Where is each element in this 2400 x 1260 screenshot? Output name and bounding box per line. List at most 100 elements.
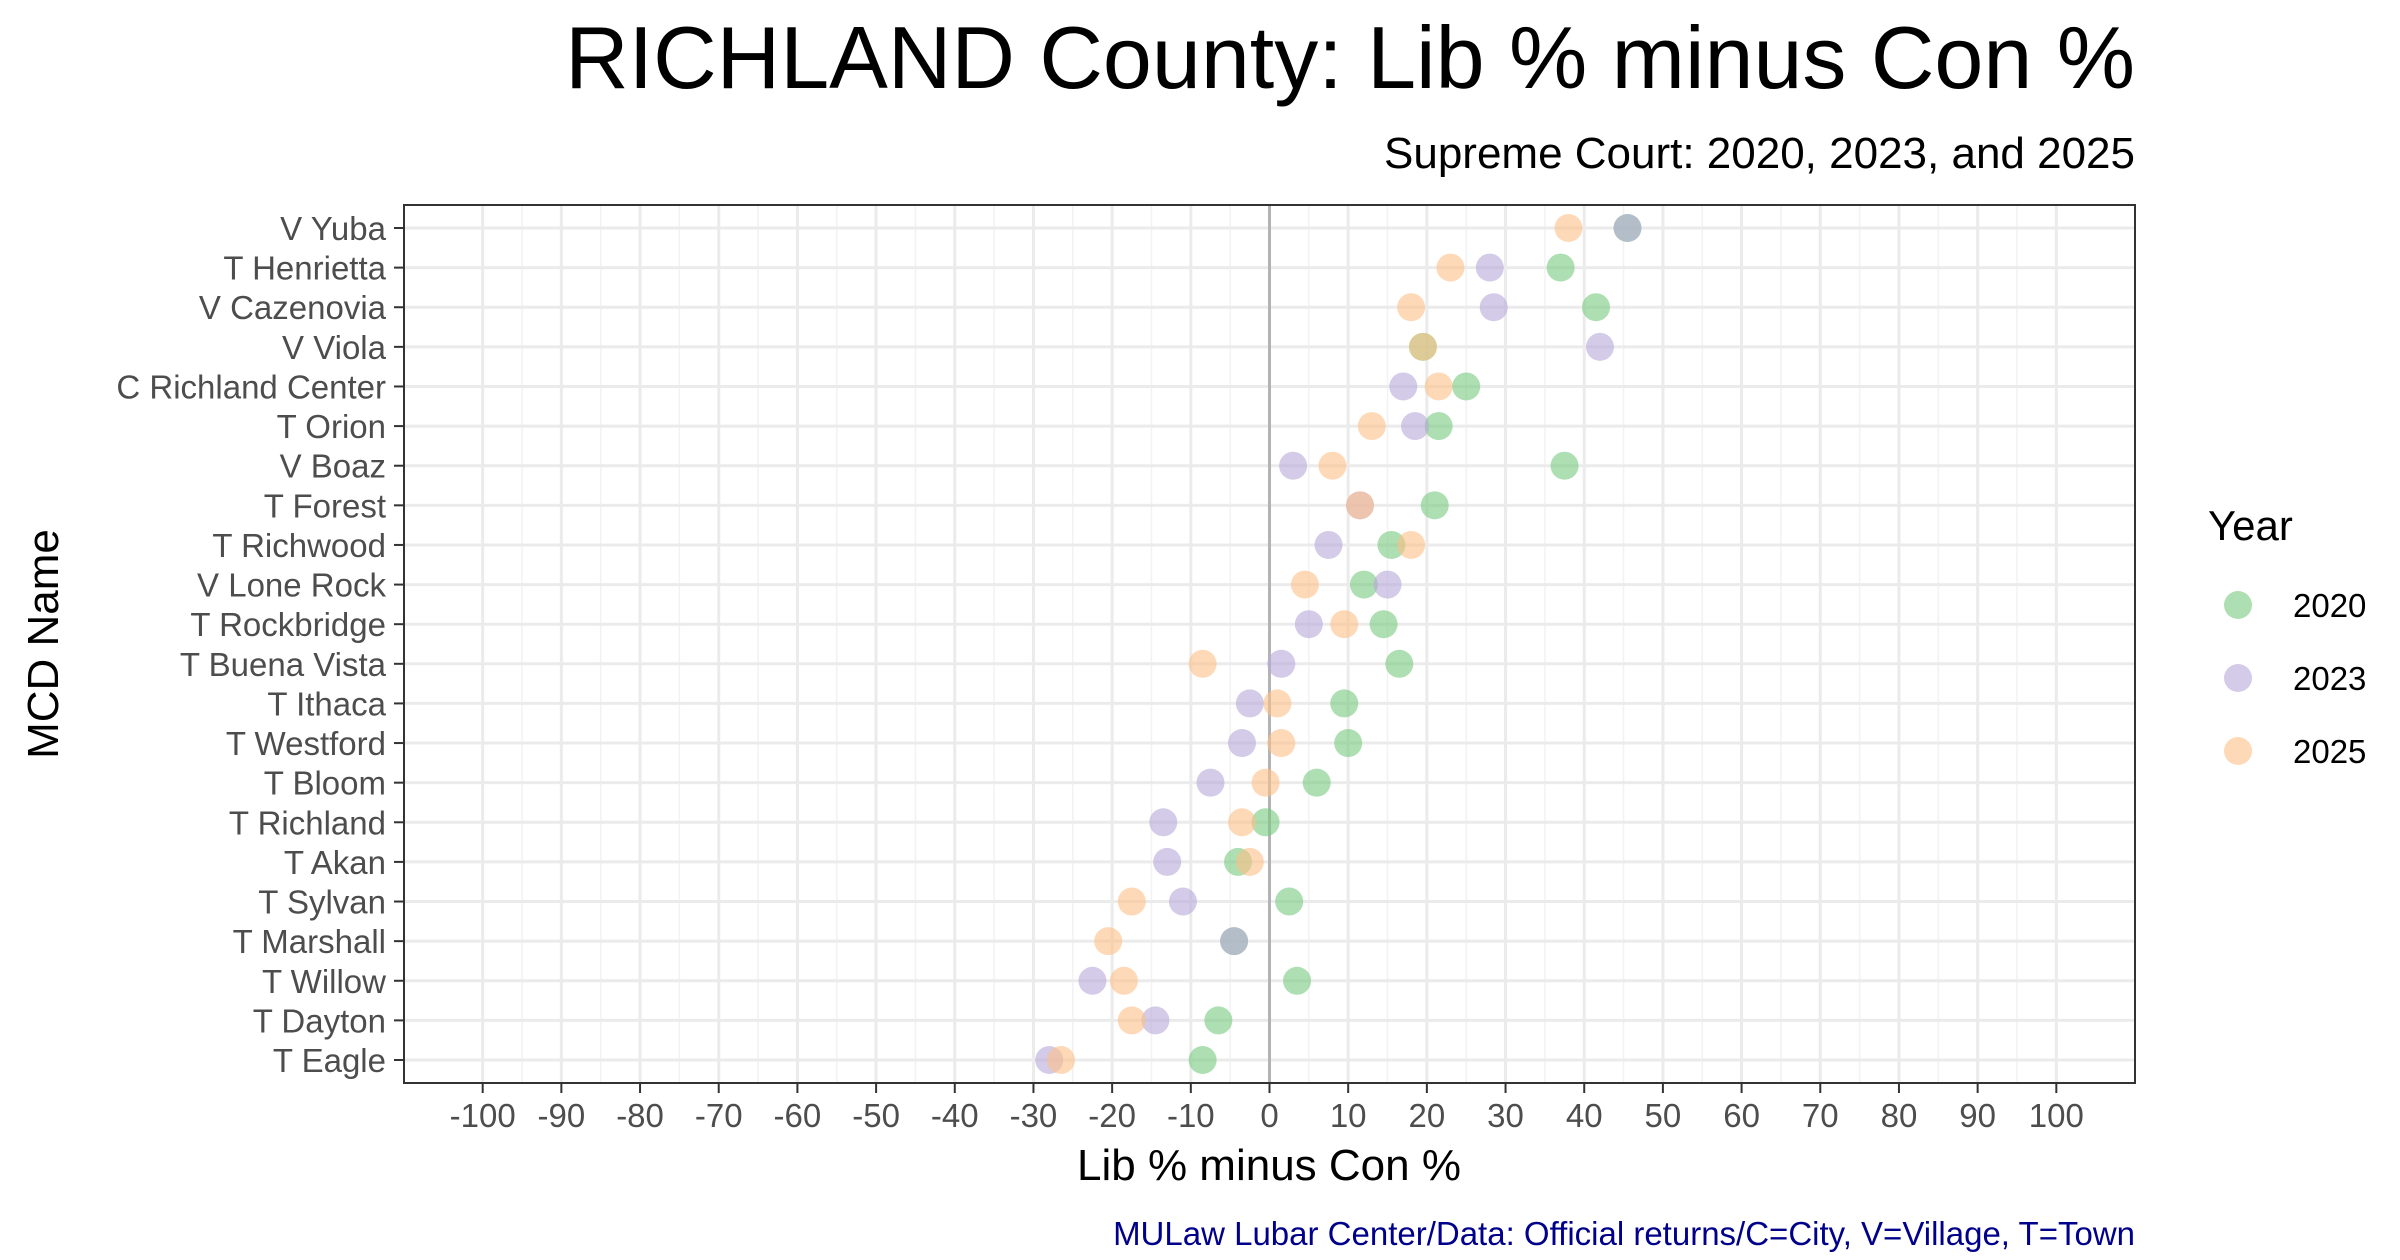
point-2020 [1204,1006,1233,1035]
x-tick-label: -30 [1010,1097,1058,1134]
y-tick-label: T Richwood [212,527,386,564]
point-2023 [1235,689,1264,718]
point-2020 [1275,887,1304,916]
point-2020 [1582,293,1611,322]
legend: Year 2020 2023 2025 [2208,502,2366,770]
point-2023 [1401,412,1430,441]
point-2025 [1267,729,1296,758]
point-2020 [1546,253,1575,282]
y-tick-label: T Buena Vista [180,646,387,683]
y-tick-label: T Willow [262,963,386,1000]
point-2023 [1279,451,1308,480]
y-tick-label: V Boaz [280,448,386,485]
legend-key-2023 [2224,664,2252,692]
y-tick-label: T Marshall [233,923,386,960]
x-tick-label: -40 [931,1097,979,1134]
y-tick-label: T Ithaca [267,685,386,722]
point-2025 [1436,253,1465,282]
point-2025 [1235,847,1264,876]
point-2025 [1408,332,1437,361]
x-tick-label: -50 [852,1097,900,1134]
point-2023 [1585,332,1614,361]
y-axis-title: MCD Name [19,529,68,759]
y-tick-label: T Westford [226,725,386,762]
x-tick-label: 80 [1881,1097,1918,1134]
point-2023 [1196,768,1225,797]
point-2023 [1267,649,1296,678]
y-tick-label: C Richland Center [116,368,386,405]
point-2020 [1251,808,1280,837]
point-2023 [1294,610,1323,639]
x-tick-label: 60 [1723,1097,1760,1134]
legend-label-2025: 2025 [2293,733,2366,770]
point-2023 [1220,927,1249,956]
x-tick-label: -90 [538,1097,586,1134]
point-2025 [1330,610,1359,639]
point-2020 [1188,1046,1217,1074]
point-2025 [1094,927,1123,956]
x-axis-title: Lib % minus Con % [1077,1141,1461,1190]
point-2020 [1302,768,1331,797]
point-2025 [1227,808,1256,837]
point-2023 [1314,530,1343,559]
legend-key-2025 [2224,737,2252,765]
y-tick-label: T Orion [277,408,386,445]
point-2025 [1046,1046,1075,1074]
point-2020 [1283,966,1312,995]
x-tick-label: 100 [2029,1097,2084,1134]
point-2025 [1345,491,1374,520]
point-2023 [1475,253,1504,282]
y-tick-label: T Akan [284,844,386,881]
point-2025 [1357,412,1386,441]
y-tick-label: T Eagle [273,1042,386,1079]
y-tick-label: V Yuba [280,210,386,247]
chart-caption: MULaw Lubar Center/Data: Official return… [1113,1215,2135,1252]
x-tick-label: -70 [695,1097,743,1134]
point-2025 [1188,649,1217,678]
x-tick-label: -60 [774,1097,822,1134]
y-tick-label: T Henrietta [223,250,386,287]
y-tick-label: T Richland [229,804,386,841]
point-2023 [1149,808,1178,837]
y-tick-label: T Dayton [253,1002,386,1039]
x-tick-label: -100 [450,1097,516,1134]
data-points [1035,214,1642,1074]
x-tick-label: 90 [1959,1097,1996,1134]
minor-gridlines [521,205,2018,1083]
chart-title: RICHLAND County: Lib % minus Con % [565,8,2135,107]
point-2025 [1109,966,1138,995]
x-tick-label: 10 [1330,1097,1367,1134]
legend-label-2020: 2020 [2293,587,2366,624]
point-2023 [1141,1006,1170,1035]
point-2025 [1397,530,1426,559]
x-tick-label: -20 [1088,1097,1136,1134]
point-2020 [1420,491,1449,520]
point-2020 [1550,451,1579,480]
y-tick-label: V Viola [282,329,387,366]
x-tick-label: 20 [1409,1097,1446,1134]
point-2023 [1389,372,1418,401]
point-2020 [1369,610,1398,639]
x-tick-label: 0 [1260,1097,1278,1134]
point-2023 [1153,847,1182,876]
y-tick-label: V Cazenovia [199,289,387,326]
y-tick-label: V Lone Rock [197,567,386,604]
legend-title: Year [2208,502,2293,549]
point-2025 [1117,887,1146,916]
point-2023 [1168,887,1197,916]
point-2020 [1330,689,1359,718]
x-tick-label: 30 [1487,1097,1524,1134]
point-2023 [1373,570,1402,599]
x-tick-label: 50 [1645,1097,1682,1134]
x-tick-label: 70 [1802,1097,1839,1134]
point-2025 [1554,214,1583,242]
legend-label-2023: 2023 [2293,660,2366,697]
point-2023 [1613,214,1642,242]
point-2025 [1424,372,1453,401]
point-2020 [1377,530,1406,559]
point-2020 [1334,729,1363,758]
point-2023 [1479,293,1508,322]
point-2025 [1117,1006,1146,1035]
